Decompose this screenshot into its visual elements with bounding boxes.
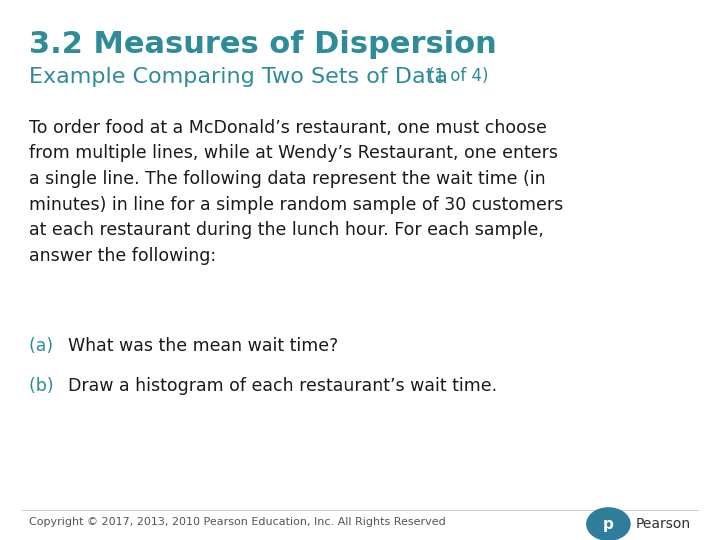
Text: (a): (a) [29, 337, 58, 355]
Text: Draw a histogram of each restaurant’s wait time.: Draw a histogram of each restaurant’s wa… [68, 377, 498, 395]
Text: Pearson: Pearson [636, 517, 691, 531]
Text: What was the mean wait time?: What was the mean wait time? [68, 337, 338, 355]
Text: Example Comparing Two Sets of Data: Example Comparing Two Sets of Data [29, 68, 455, 87]
Text: (b): (b) [29, 377, 59, 395]
Text: (1 of 4): (1 of 4) [428, 68, 489, 85]
Text: To order food at a Mc​Donald’s restaurant, one must choose
from multiple lines, : To order food at a Mc​Donald’s restauran… [29, 119, 563, 265]
Text: p: p [603, 517, 614, 531]
Circle shape [587, 508, 630, 540]
Text: 3.2 Measures of Dispersion: 3.2 Measures of Dispersion [29, 30, 497, 59]
Text: Copyright © 2017, 2013, 2010 Pearson Education, Inc. All Rights Reserved: Copyright © 2017, 2013, 2010 Pearson Edu… [29, 517, 446, 526]
